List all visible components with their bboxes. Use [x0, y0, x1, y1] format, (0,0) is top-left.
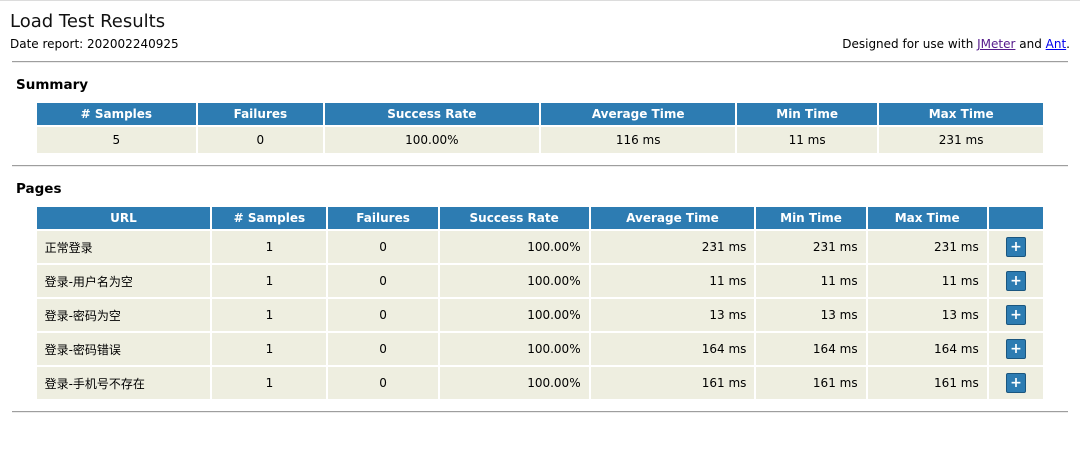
summary-column-header: Average Time: [540, 103, 736, 125]
summary-value-cell: 231 ms: [878, 127, 1044, 153]
page-success-rate-cell: 100.00%: [439, 265, 589, 297]
page-samples-cell: 1: [212, 265, 327, 297]
page-max-time-cell: 13 ms: [867, 299, 987, 331]
expand-row-button[interactable]: +: [1006, 271, 1027, 291]
credits-line: Designed for use with JMeter and Ant.: [842, 37, 1070, 51]
summary-value-cell: 5: [36, 127, 197, 153]
summary-header-row: # Samples Failures Success Rate Average Tim…: [36, 103, 1044, 125]
page-max-time-cell: 11 ms: [867, 265, 987, 297]
expand-row-button[interactable]: +: [1006, 339, 1027, 359]
report-date: Date report: 202002240925: [10, 37, 179, 51]
expand-button-cell: +: [988, 333, 1044, 365]
pages-column-header: URL: [36, 207, 211, 229]
page-url-cell: 登录-密码错误: [36, 333, 211, 365]
page-average-time-cell: 11 ms: [590, 265, 755, 297]
bottom-whitespace: [8, 413, 1072, 453]
summary-value-cell: 11 ms: [737, 127, 877, 153]
ant-link[interactable]: Ant: [1045, 37, 1067, 51]
table-row: 登录-用户名为空 1 0 100.00% 11 ms 11 ms 11 ms +: [36, 265, 1044, 297]
credits-suffix: .: [1066, 37, 1070, 51]
divider-bottom: [12, 411, 1068, 413]
page-url-cell: 登录-手机号不存在: [36, 367, 211, 399]
expand-button-cell: +: [988, 265, 1044, 297]
summary-value-cell: 116 ms: [540, 127, 736, 153]
page-url-cell: 正常登录: [36, 231, 211, 263]
page-failures-cell: 0: [328, 333, 438, 365]
page-failures-cell: 0: [328, 231, 438, 263]
page-max-time-cell: 161 ms: [867, 367, 987, 399]
summary-heading: Summary: [16, 77, 89, 93]
page-url-cell: 登录-密码为空: [36, 299, 211, 331]
pages-column-header: [988, 207, 1044, 229]
summary-table: # Samples Failures Success Rate Average Tim…: [35, 101, 1046, 155]
page-min-time-cell: 11 ms: [756, 265, 866, 297]
credits-prefix: Designed for use with: [842, 37, 978, 51]
page-title: Load Test Results: [10, 11, 166, 32]
divider-top: [12, 61, 1068, 63]
summary-column-header: Min Time: [737, 103, 877, 125]
pages-column-header: Average Time: [590, 207, 755, 229]
page-average-time-cell: 13 ms: [590, 299, 755, 331]
page-max-time-cell: 164 ms: [867, 333, 987, 365]
page-average-time-cell: 231 ms: [590, 231, 755, 263]
page-url-cell: 登录-用户名为空: [36, 265, 211, 297]
pages-heading: Pages: [16, 181, 62, 197]
page-min-time-cell: 161 ms: [756, 367, 866, 399]
page-success-rate-cell: 100.00%: [439, 333, 589, 365]
page-failures-cell: 0: [328, 367, 438, 399]
expand-button-cell: +: [988, 367, 1044, 399]
credits-and: and: [1015, 37, 1046, 51]
expand-row-button[interactable]: +: [1006, 237, 1027, 257]
expand-button-cell: +: [988, 299, 1044, 331]
page-success-rate-cell: 100.00%: [439, 231, 589, 263]
summary-column-header: Max Time: [878, 103, 1044, 125]
page-samples-cell: 1: [212, 333, 327, 365]
page-samples-cell: 1: [212, 231, 327, 263]
pages-column-header: Failures: [328, 207, 438, 229]
summary-column-header: Failures: [198, 103, 323, 125]
page-min-time-cell: 13 ms: [756, 299, 866, 331]
summary-value-cell: 0: [198, 127, 323, 153]
page-samples-cell: 1: [212, 367, 327, 399]
summary-data-row: 5 0 100.00% 116 ms 11 ms 231 ms: [36, 127, 1044, 153]
page-average-time-cell: 161 ms: [590, 367, 755, 399]
summary-value-cell: 100.00%: [324, 127, 539, 153]
page-failures-cell: 0: [328, 299, 438, 331]
summary-column-header: # Samples: [36, 103, 197, 125]
table-row: 正常登录 1 0 100.00% 231 ms 231 ms 231 ms +: [36, 231, 1044, 263]
summary-column-header: Success Rate: [324, 103, 539, 125]
divider-middle: [12, 165, 1068, 167]
table-row: 登录-密码错误 1 0 100.00% 164 ms 164 ms 164 ms +: [36, 333, 1044, 365]
jmeter-link[interactable]: JMeter: [977, 37, 1016, 51]
pages-column-header: Min Time: [756, 207, 866, 229]
pages-header-row: URL # Samples Failures Success Rate Average …: [36, 207, 1044, 229]
subheader: Date report: 202002240925 Designed for u…: [10, 37, 1070, 51]
table-row: 登录-手机号不存在 1 0 100.00% 161 ms 161 ms 161 ms +: [36, 367, 1044, 399]
page-success-rate-cell: 100.00%: [439, 367, 589, 399]
page-min-time-cell: 231 ms: [756, 231, 866, 263]
page-samples-cell: 1: [212, 299, 327, 331]
pages-column-header: Success Rate: [439, 207, 589, 229]
pages-table: URL # Samples Failures Success Rate Average …: [35, 205, 1046, 401]
page-min-time-cell: 164 ms: [756, 333, 866, 365]
expand-row-button[interactable]: +: [1006, 305, 1027, 325]
pages-column-header: Max Time: [867, 207, 987, 229]
table-row: 登录-密码为空 1 0 100.00% 13 ms 13 ms 13 ms +: [36, 299, 1044, 331]
expand-row-button[interactable]: +: [1006, 373, 1027, 393]
page-success-rate-cell: 100.00%: [439, 299, 589, 331]
page-average-time-cell: 164 ms: [590, 333, 755, 365]
pages-column-header: # Samples: [212, 207, 327, 229]
expand-button-cell: +: [988, 231, 1044, 263]
page-failures-cell: 0: [328, 265, 438, 297]
page-max-time-cell: 231 ms: [867, 231, 987, 263]
